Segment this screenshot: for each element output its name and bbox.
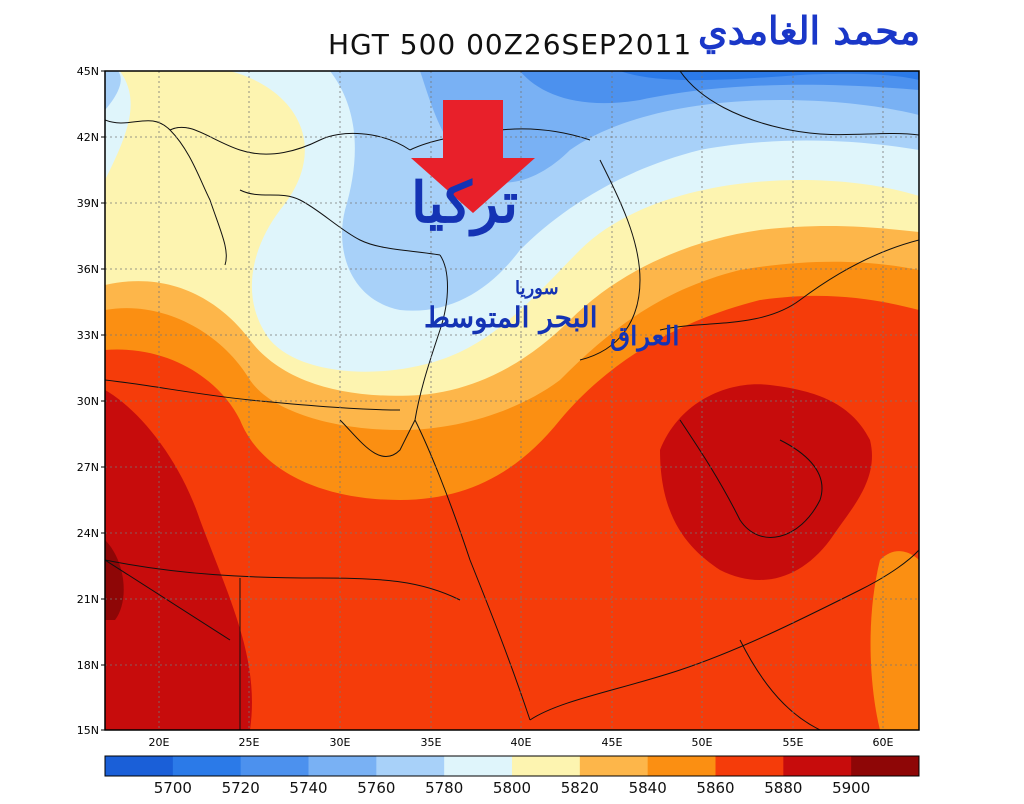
colorbar-swatch [376, 756, 445, 776]
label-iraq: العراق [610, 322, 679, 352]
lat-tick: 21N [77, 593, 99, 606]
colorbar-label: 5740 [289, 779, 327, 797]
author-signature: محمد الغامدي [698, 8, 921, 53]
coastlines [105, 71, 919, 730]
colorbar-frame [104, 755, 920, 777]
label-mediterranean: البحر المتوسط [424, 301, 597, 335]
colorbar-swatch [444, 756, 513, 776]
colorbar-swatch [647, 756, 716, 776]
band-5740 [520, 71, 919, 104]
colorbar-label: 5860 [696, 779, 734, 797]
colorbar-swatch [308, 756, 377, 776]
label-syria: سوريا [515, 278, 559, 299]
colorbar-swatch [715, 756, 784, 776]
colorbar-label: 5800 [493, 779, 531, 797]
label-turkey: تركيا [411, 170, 518, 237]
colorbar-label: 5880 [764, 779, 802, 797]
band-5860-se [870, 551, 919, 730]
lat-tick: 30N [77, 395, 99, 408]
lat-tick: 39N [77, 197, 99, 210]
colorbar-swatch [851, 756, 920, 776]
lat-tick: 42N [77, 131, 99, 144]
colorbar-swatch [240, 756, 309, 776]
band-5900-w [105, 390, 252, 730]
colorbar-swatch [579, 756, 649, 776]
colorbar-swatch [105, 756, 174, 776]
colorbar-swatch [172, 756, 242, 776]
lon-tick: 55E [783, 736, 804, 749]
colorbar-label: 5700 [154, 779, 192, 797]
lon-tick: 45E [602, 736, 623, 749]
colorbar: 5700 5720 5740 5760 5780 5800 5820 5840 5860 5880… [104, 755, 920, 797]
band-5760 [420, 71, 919, 183]
colorbar-label: 5820 [561, 779, 599, 797]
colorbar-label: 5720 [222, 779, 260, 797]
lat-tick: 24N [77, 527, 99, 540]
lat-tick: 18N [77, 659, 99, 672]
colorbar-swatch [512, 756, 581, 776]
colorbar-label: 5900 [832, 779, 870, 797]
colorbar-label: 5760 [357, 779, 395, 797]
lat-tick: 15N [77, 724, 99, 737]
lon-tick: 20E [149, 736, 170, 749]
lat-tick: 27N [77, 461, 99, 474]
colorbar-label: 5840 [629, 779, 667, 797]
down-arrow-icon [411, 100, 535, 213]
lat-tick: 36N [77, 263, 99, 276]
map-title: HGT 500 00Z26SEP2011 [328, 28, 693, 61]
lon-tick: 60E [873, 736, 894, 749]
lon-tick: 40E [511, 736, 532, 749]
lat-tick-marks [101, 70, 105, 731]
lat-tick: 33N [77, 329, 99, 342]
colorbar-swatch [783, 756, 852, 776]
lon-tick: 25E [239, 736, 260, 749]
lat-axis: 45N 42N 39N 36N 33N 30N 27N 24N 21N 18N … [77, 65, 99, 737]
band-5900-e [660, 384, 872, 580]
colorbar-label: 5780 [425, 779, 463, 797]
lon-tick: 50E [692, 736, 713, 749]
graticule [105, 71, 919, 730]
lon-axis: 20E 25E 30E 35E 40E 45E 50E 55E 60E [149, 736, 894, 749]
lat-tick: 45N [77, 65, 99, 78]
lon-tick: 30E [330, 736, 351, 749]
band-5720 [620, 71, 919, 81]
lon-tick: 35E [421, 736, 442, 749]
